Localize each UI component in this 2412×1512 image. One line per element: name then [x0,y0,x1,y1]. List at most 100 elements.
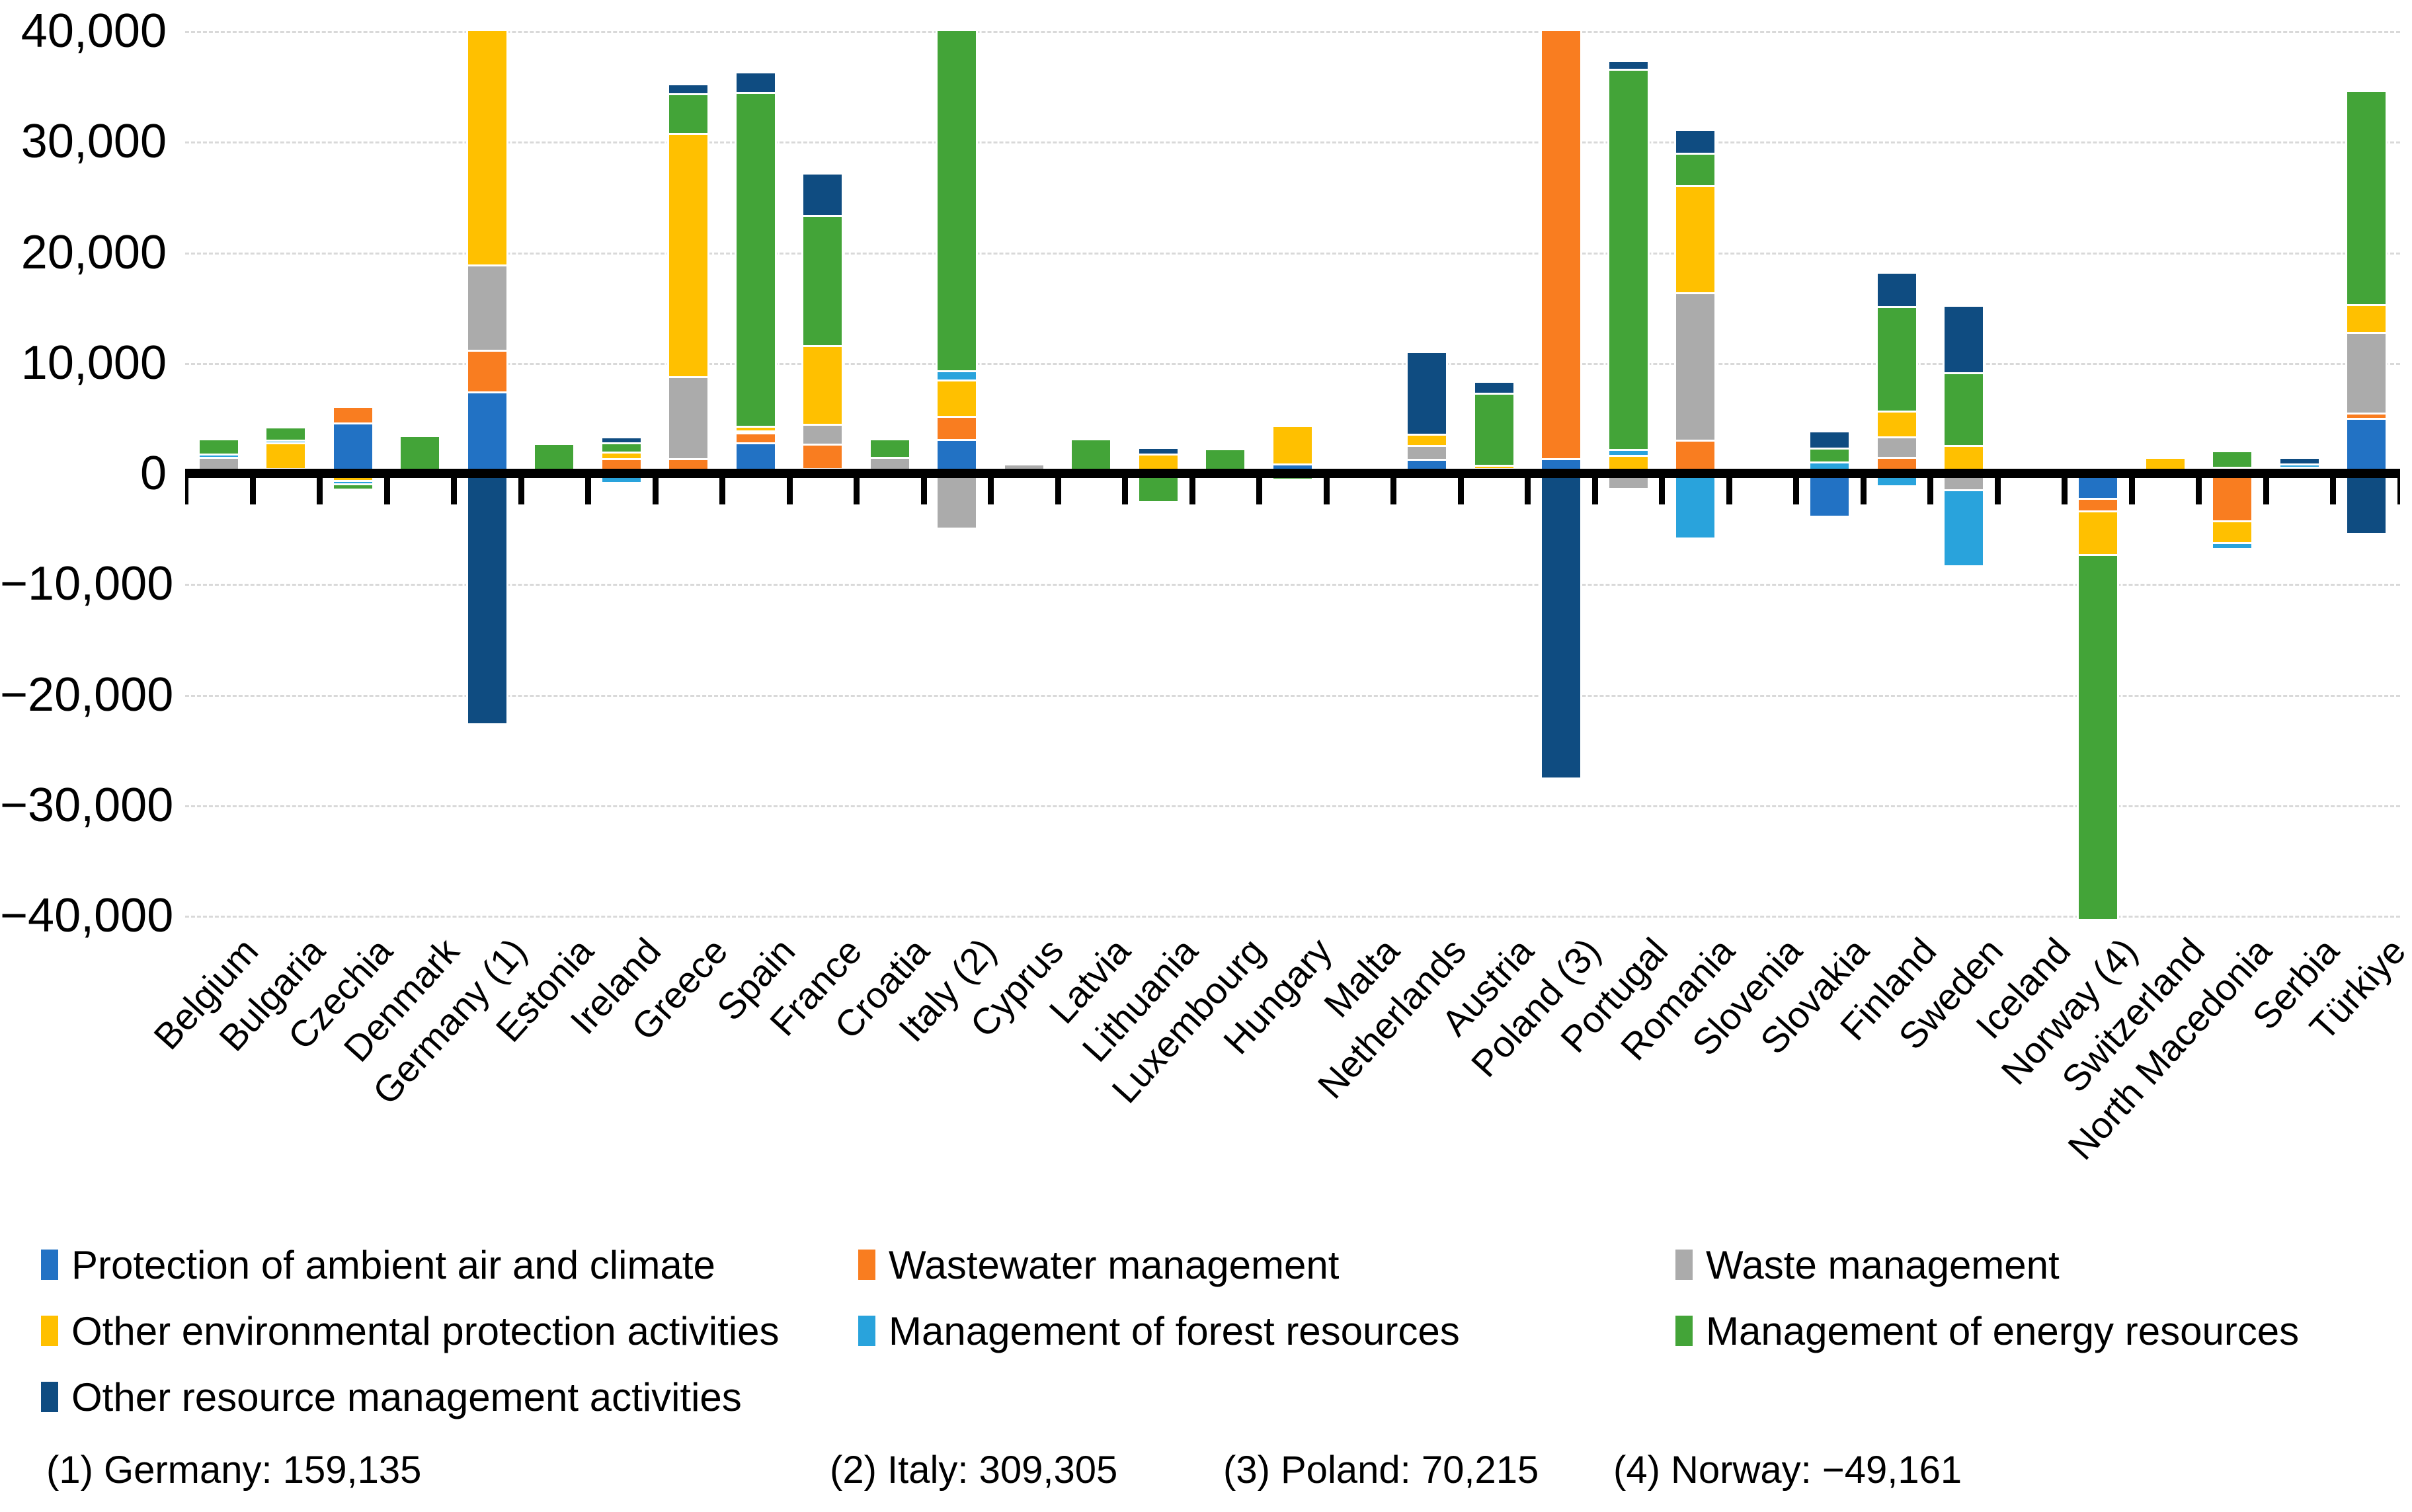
bar-segment [1810,473,1849,516]
legend-marker [1675,1250,1693,1280]
footnote-italy: (2) Italy: 309,305 [830,1449,1118,1492]
bar-segment [1408,433,1447,445]
axis-tick [317,478,323,504]
bar-segment [669,376,708,458]
axis-tick [1525,478,1531,504]
bar-segment [1945,491,1984,565]
legend-label: Other environmental protection activitie… [71,1308,780,1353]
axis-tick [1457,478,1464,504]
axis-tick [1860,478,1867,504]
axis-tick [1390,478,1397,504]
bar-segment [2079,512,2118,557]
bar-segment [2079,556,2118,919]
legend-marker [858,1316,875,1346]
legend-item: Waste management [1675,1242,2060,1288]
axis-tick [1591,478,1598,504]
bar-segment [736,430,775,433]
gridline [185,362,2400,365]
bar-segment [1676,439,1715,473]
bar-segment [1810,432,1849,448]
bar-segment [333,422,372,473]
axis-tick [2330,478,2337,504]
bar-segment [1877,411,1916,436]
axis-tick [1927,478,1934,504]
axis-tick [518,478,524,504]
bar-segment [333,477,372,482]
bar-segment [199,440,238,454]
bar-segment [1676,473,1715,537]
bar-segment [2213,477,2252,522]
bar-segment [1139,449,1178,454]
bar-segment [1139,477,1178,501]
bar-segment [2213,522,2252,545]
bar-segment [199,453,238,457]
bar-segment [1072,440,1111,470]
bar-segment [467,349,506,392]
axis-tick [1994,478,2001,504]
y-axis-label: 10,000 [20,336,167,389]
legend-item: Management of forest resources [858,1308,1460,1354]
x-axis-line [185,469,2400,478]
gridline [185,805,2400,807]
gridline [185,694,2400,697]
bar-segment [602,438,641,443]
bar-segment [2347,418,2386,473]
bar-segment [602,442,641,452]
footnote-germany: (1) Germany: 159,135 [46,1449,422,1492]
bar-segment [1474,382,1513,393]
bar-segment [870,440,909,457]
gridline [185,252,2400,255]
bar-segment [1139,453,1178,469]
gridline [185,916,2400,918]
axis-tick [585,478,592,504]
axis-tick [249,478,256,504]
legend-marker [41,1250,58,1280]
bar-segment [1609,68,1648,450]
bar-segment [1408,444,1447,459]
bar-segment [467,31,506,264]
bar-segment [736,432,775,443]
bar-segment [333,485,372,489]
footnote-norway: (4) Norway: −49,161 [1613,1449,1962,1492]
bar-segment [333,481,372,485]
legend-marker [858,1250,875,1280]
bar-segment [1542,31,1581,458]
bar-segment [1945,307,1984,372]
axis-tick [1122,478,1129,504]
bar-segment [803,443,842,468]
bar-segment [1810,447,1849,461]
bar-segment [938,473,977,528]
axis-tick [1189,478,1195,504]
legend-label: Wastewater management [889,1242,1340,1287]
axis-tick [2062,478,2068,504]
bar-segment [1474,392,1513,465]
axis-tick [1256,478,1263,504]
bar-segment [1676,292,1715,440]
bar-segment [736,73,775,92]
y-axis-label: 20,000 [20,225,167,279]
axis-tick [2263,478,2269,504]
bar-segment [1542,473,1581,777]
gridline [185,141,2400,144]
y-axis-label: −30,000 [0,778,174,832]
bar-segment [736,91,775,426]
bar-segment [1676,152,1715,186]
bar-segment [2213,452,2252,467]
y-axis-label: 30,000 [20,115,167,169]
legend-item: Protection of ambient air and climate [41,1242,715,1288]
bar-segment [938,416,977,440]
legend-label: Management of forest resources [889,1308,1460,1353]
bar-segment [1408,352,1447,434]
legend-label: Waste management [1706,1242,2060,1287]
bar-segment [266,428,305,440]
legend-item: Wastewater management [858,1242,1339,1288]
bar-segment [2280,459,2319,463]
legend-item: Other environmental protection activitie… [41,1308,780,1354]
legend-marker [1675,1316,1693,1346]
bar-segment [803,175,842,215]
bar-segment [1877,436,1916,457]
axis-tick [185,478,188,504]
axis-tick [920,478,927,504]
bar-segment [2347,413,2386,418]
bar-segment [736,442,775,473]
